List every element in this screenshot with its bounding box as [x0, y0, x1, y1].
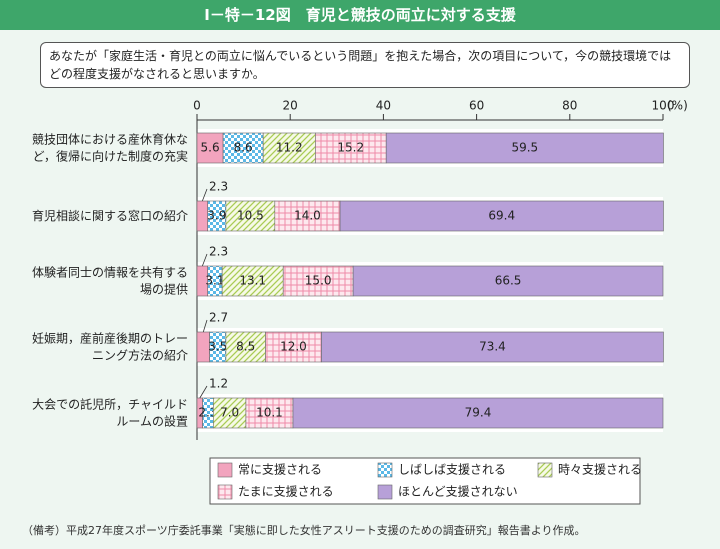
leader-line — [201, 253, 208, 267]
bar-segment — [385, 132, 664, 164]
category-label: 体験者同士の情報を共有する場の提供 — [32, 264, 188, 296]
value-label: 59.5 — [511, 141, 538, 155]
value-label: 13.1 — [239, 274, 266, 288]
value-label: 2.3 — [209, 180, 228, 194]
value-label: 15.2 — [337, 141, 364, 155]
value-label: 8.6 — [234, 141, 253, 155]
x-tick-label: 60 — [469, 99, 484, 113]
value-label: 3.1 — [205, 274, 224, 288]
value-label: 11.2 — [276, 141, 303, 155]
value-label: 15.0 — [305, 274, 332, 288]
bar-segment — [225, 331, 266, 363]
bar-segment — [213, 397, 247, 429]
value-label: 69.4 — [488, 209, 515, 223]
legend-label: たまに支援される — [238, 485, 334, 499]
value-label: 2.3 — [209, 245, 228, 259]
x-unit: (%) — [667, 99, 688, 113]
bar-segment — [262, 132, 316, 164]
legend-swatch — [537, 462, 553, 478]
x-tick-label: 100 — [652, 99, 675, 113]
category-label: 競技団体における産休育休など，復帰に向けた制度の充実 — [32, 131, 188, 163]
category-label: 妊娠期，産前産後期のトレーニング方法の紹介 — [32, 330, 188, 362]
value-label: 8.5 — [236, 340, 255, 354]
legend-swatch — [377, 484, 393, 500]
category-label: 大会での託児所，チャイルドルームの設置 — [32, 396, 188, 428]
leader-line — [199, 385, 208, 399]
legend-label: 常に支援される — [238, 463, 322, 477]
bar-segment — [222, 132, 264, 164]
legend-swatch — [217, 462, 233, 478]
legend-swatch — [377, 462, 393, 478]
legend-label: 時々支援される — [558, 463, 642, 477]
value-label: 79.4 — [465, 406, 492, 420]
bar-segment — [292, 397, 664, 429]
x-tick-label: 20 — [283, 99, 298, 113]
legend-label: しばしば支援される — [398, 463, 506, 477]
question: あなたが「家庭生活・育児との両立に悩んでいるという問題」を抱えた場合，次の項目に… — [40, 42, 690, 88]
value-label: 2.3 — [198, 406, 217, 420]
category-label: 育児相談に関する窓口の紹介 — [32, 208, 188, 223]
value-label: 66.5 — [495, 274, 522, 288]
bar-segment — [274, 200, 341, 232]
value-label: 12.0 — [280, 340, 307, 354]
value-label: 3.5 — [208, 340, 227, 354]
bar-segment — [265, 331, 322, 363]
bar-segment — [282, 265, 354, 297]
value-label: 7.0 — [220, 406, 239, 420]
value-label: 2.7 — [209, 311, 228, 325]
value-label: 5.6 — [201, 141, 220, 155]
bar-segment — [315, 132, 387, 164]
leader-line — [202, 319, 208, 333]
bar-segment — [196, 132, 224, 164]
bar-segment — [225, 200, 276, 232]
legend-box — [209, 457, 641, 505]
x-tick-label: 40 — [376, 99, 391, 113]
value-label: 14.0 — [294, 209, 321, 223]
bar-segment — [321, 331, 664, 363]
value-label: 1.2 — [209, 377, 228, 391]
legend-swatch — [217, 484, 233, 500]
bar-segment — [196, 200, 209, 232]
value-label: 73.4 — [479, 340, 506, 354]
value-label: 10.1 — [256, 406, 283, 420]
x-tick-label: 0 — [193, 99, 201, 113]
title: Ⅰ－特－12図 育児と競技の両立に対する支援 — [0, 0, 720, 30]
legend-label: ほとんど支援されない — [398, 485, 518, 499]
x-tick-label: 80 — [562, 99, 577, 113]
value-label: 10.5 — [237, 209, 264, 223]
leader-line — [201, 188, 208, 202]
note: （備考）平成27年度スポーツ庁委託事業「実態に即した女性アスリート支援のための調… — [22, 524, 586, 537]
value-label: 3.9 — [207, 209, 226, 223]
bar-segment — [339, 200, 664, 232]
bar-segment — [221, 265, 284, 297]
bar-segment — [352, 265, 664, 297]
